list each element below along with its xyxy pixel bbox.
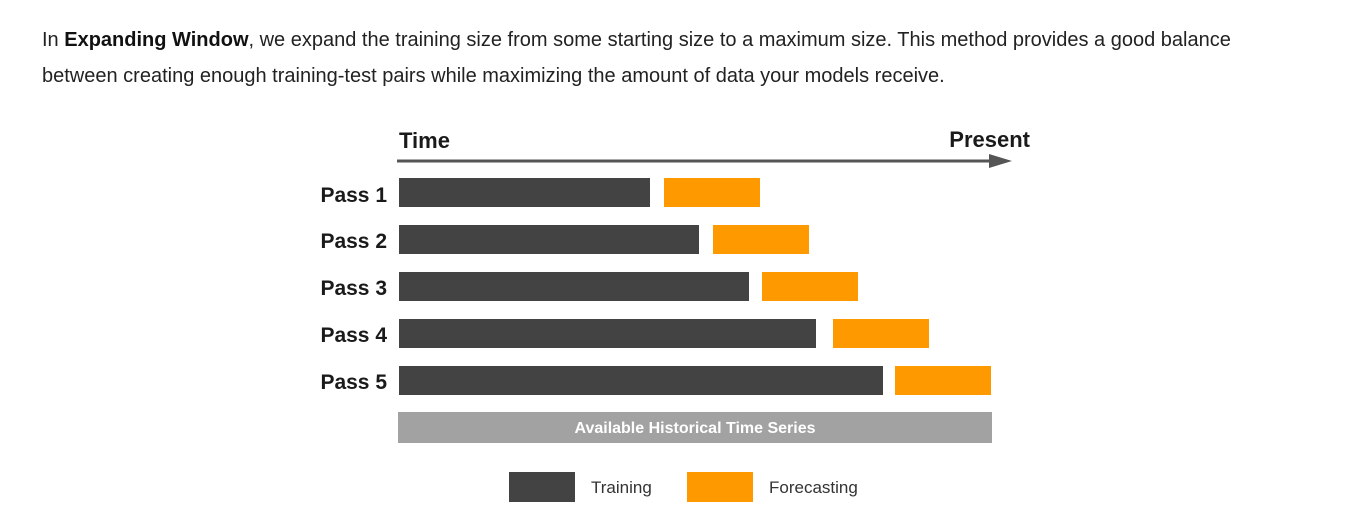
training-bar [399,366,883,395]
training-bar [399,178,650,207]
training-bar [399,272,749,301]
pass-label: Pass 4 [320,324,387,347]
intro-line2: between creating enough training-test pa… [42,65,945,87]
forecasting-bar [833,319,929,348]
pass-row-1: Pass 1 [320,178,760,207]
legend-forecasting-swatch [687,472,753,502]
training-bar [399,225,699,254]
forecasting-bar [664,178,760,207]
time-arrow-head [989,154,1012,168]
historical-series-label: Available Historical Time Series [574,420,815,437]
pass-label: Pass 5 [320,371,387,394]
pass-label: Pass 3 [320,277,387,300]
legend-training-label: Training [591,478,652,497]
pass-row-5: Pass 5 [320,366,991,395]
time-label: Time [399,128,450,153]
legend-training-swatch [509,472,575,502]
pass-label: Pass 2 [320,230,387,253]
intro-prefix: In [42,29,65,51]
legend-forecasting-label: Forecasting [769,478,858,497]
present-label: Present [949,127,1030,152]
training-bar [399,319,816,348]
pass-label: Pass 1 [320,184,387,207]
pass-row-3: Pass 3 [320,272,858,301]
legend: Training Forecasting [509,472,858,502]
pass-row-4: Pass 4 [320,319,929,348]
forecasting-bar [713,225,809,254]
intro-term: Expanding Window [64,29,249,51]
pass-row-2: Pass 2 [320,225,809,254]
forecasting-bar [895,366,991,395]
forecasting-bar [762,272,858,301]
intro-paragraph: In Expanding Window, we expand the train… [42,22,1312,94]
intro-rest-line1: , we expand the training size from some … [248,29,1231,51]
historical-series-band [398,412,992,443]
